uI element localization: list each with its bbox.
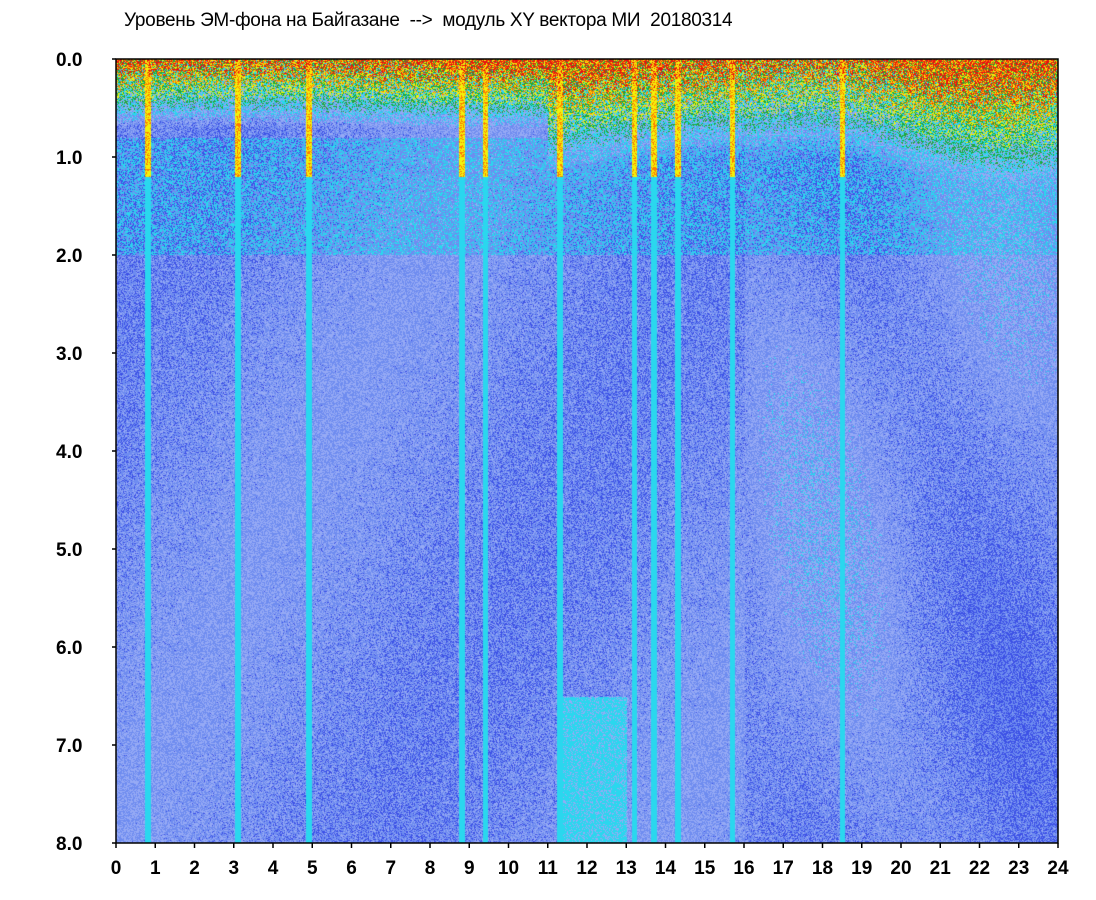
x-tick-label: 24 [1047,858,1069,879]
x-tick-label: 21 [930,858,952,879]
x-tick-label: 12 [576,858,597,879]
y-tick-label: 1.0 [56,148,82,169]
y-tick-label: 3.0 [56,344,82,365]
x-tick-label: 0 [111,858,122,879]
x-tick-label: 3 [228,858,239,879]
x-tick-label: 8 [425,858,436,879]
x-tick-label: 4 [268,858,279,879]
x-axis: 0 1 2 3 4 5 6 7 8 9 10 11 12 13 14 15 16 17 18 19 20 21 22 23 24 [111,843,1069,879]
x-tick-label: 1 [150,858,161,879]
x-tick-label: 14 [655,858,677,879]
x-tick-label: 20 [890,858,911,879]
y-tick-label: 7.0 [56,736,82,757]
y-tick-label: 8.0 [56,834,82,855]
y-axis: 0.0 1.0 2.0 3.0 4.0 5.0 6.0 7.0 8.0 [56,50,116,855]
x-tick-label: 2 [189,858,200,879]
x-tick-label: 22 [969,858,990,879]
x-tick-label: 5 [307,858,318,879]
plot-border [115,58,1059,844]
x-tick-label: 15 [694,858,716,879]
x-tick-label: 17 [773,858,794,879]
x-tick-label: 11 [538,858,559,879]
chart-title: Уровень ЭМ-фона на Байгазане --> модуль … [124,10,733,31]
y-tick-label: 2.0 [56,246,82,267]
x-tick-label: 23 [1008,858,1029,879]
x-tick-label: 7 [385,858,396,879]
y-tick-label: 5.0 [56,540,82,561]
y-tick-label: 6.0 [56,638,82,659]
heatmap-plot-area [116,59,1058,843]
x-tick-label: 9 [464,858,475,879]
y-tick-label: 4.0 [56,442,82,463]
x-tick-label: 19 [851,858,872,879]
x-tick-label: 10 [498,858,519,879]
plot-border-rect [115,58,1059,844]
x-tick-label: 16 [733,858,754,879]
y-tick-label: 0.0 [56,50,82,71]
x-tick-label: 18 [812,858,833,879]
x-tick-label: 13 [616,858,637,879]
x-tick-label: 6 [346,858,357,879]
